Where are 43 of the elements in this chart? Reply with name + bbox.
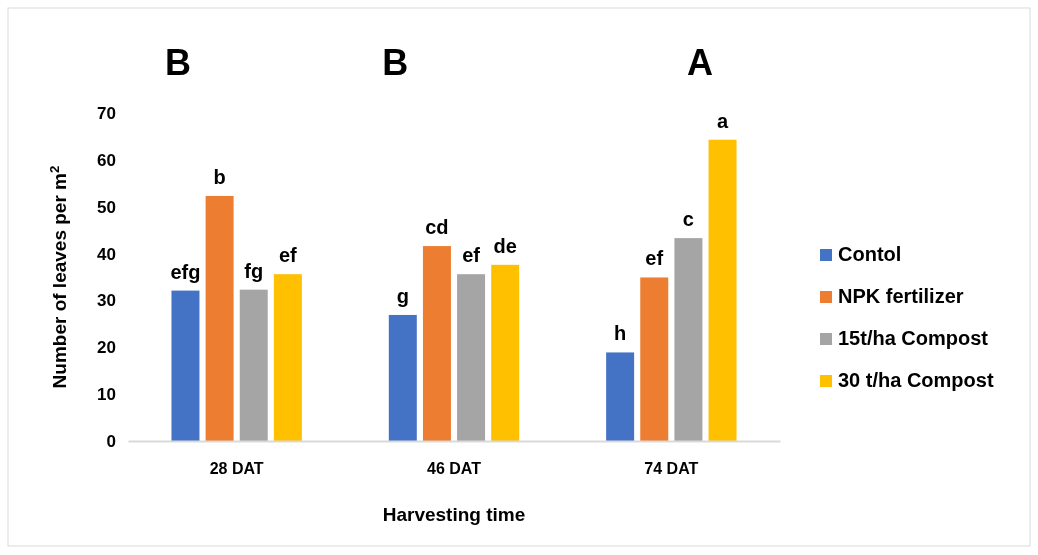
bar — [171, 290, 200, 441]
y-tick-label: 10 — [97, 385, 116, 405]
bar — [273, 274, 302, 441]
x-axis-title: Harvesting time — [382, 504, 526, 525]
y-tick-label: 20 — [97, 338, 116, 358]
bar — [491, 264, 520, 441]
bar — [388, 314, 417, 441]
data-label: ef — [645, 247, 664, 270]
y-tick-label: 50 — [97, 197, 116, 217]
y-tick-label: 40 — [97, 244, 116, 264]
x-tick-label: 28 DAT — [209, 460, 264, 478]
bar — [239, 289, 268, 441]
text: A — [687, 42, 714, 83]
legend-label: Contol — [838, 243, 902, 265]
bar — [640, 277, 669, 441]
data-label: efg — [170, 260, 201, 283]
data-label: ef — [278, 244, 298, 267]
data-label: a — [716, 109, 729, 132]
bar — [674, 238, 703, 441]
text: B — [164, 42, 191, 83]
bar — [457, 274, 486, 441]
data-label: cd — [425, 216, 449, 239]
y-tick-label: 60 — [97, 150, 116, 170]
data-label: g — [396, 284, 409, 307]
bar — [708, 139, 737, 441]
bar — [606, 352, 635, 441]
y-tick-label: 0 — [106, 431, 116, 451]
data-label: b — [213, 165, 226, 188]
y-tick-label: 30 — [97, 291, 116, 311]
data-label: de — [493, 234, 517, 257]
text: B — [382, 42, 409, 83]
x-tick-label: 74 DAT — [644, 460, 699, 478]
legend-label: 15t/ha Compost — [838, 327, 989, 349]
y-tick-label: 70 — [97, 103, 116, 123]
data-label: h — [614, 322, 627, 345]
bar — [422, 246, 451, 441]
legend-label: 30 t/ha Compost — [838, 369, 994, 391]
legend-label: NPK fertilizer — [838, 285, 964, 307]
x-tick-label: 46 DAT — [427, 460, 482, 478]
bar — [205, 195, 234, 441]
data-label: c — [682, 208, 694, 231]
data-label: fg — [244, 259, 264, 282]
data-label: ef — [462, 244, 481, 267]
